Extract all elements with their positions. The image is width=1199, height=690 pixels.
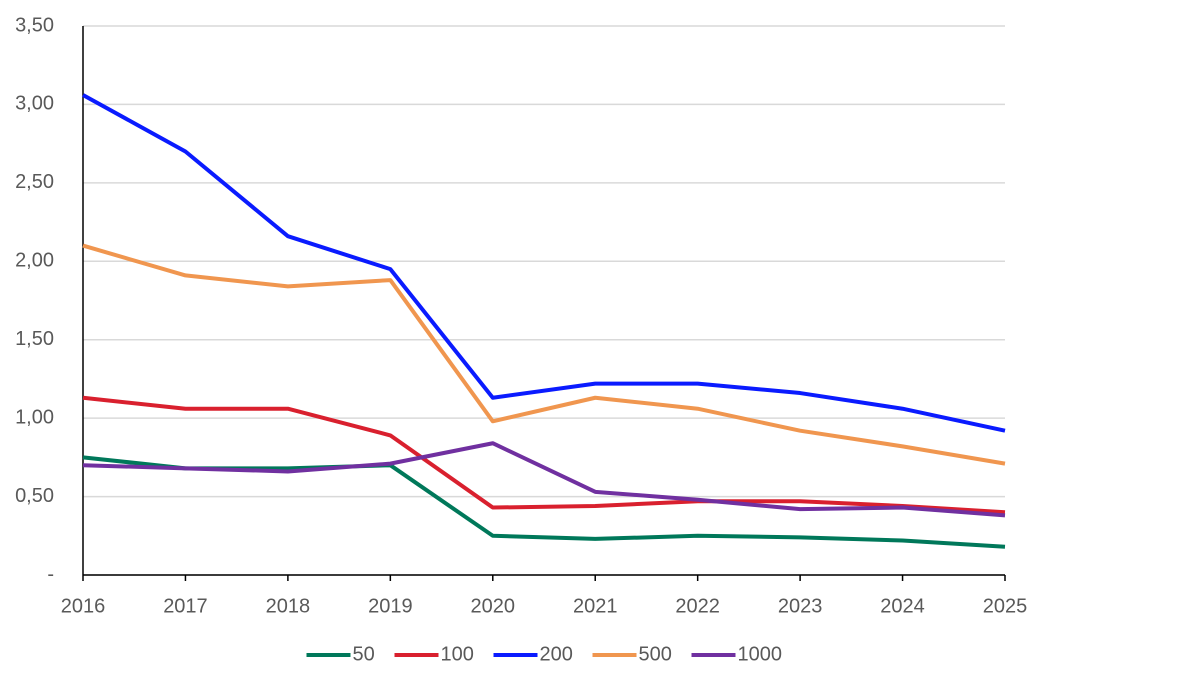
series-line: [82, 441, 1006, 518]
y-tick-label: 2,00: [15, 250, 54, 272]
x-tick-label: 2019: [368, 595, 413, 617]
y-tick-label: 0,50: [15, 485, 54, 507]
x-tick-label: 2017: [163, 595, 208, 617]
x-tick-label: 2020: [471, 595, 516, 617]
y-tick-label: 1,00: [15, 406, 54, 428]
x-tick-label: 2016: [61, 595, 106, 617]
x-tick-label: 2018: [266, 595, 311, 617]
legend-label: 200: [540, 643, 573, 665]
x-tick-label: 2025: [983, 595, 1028, 617]
y-tick-label: 3,00: [15, 93, 54, 115]
series-line: [82, 395, 1006, 515]
x-tick-label: 2021: [573, 595, 618, 617]
x-tick-label: 2024: [880, 595, 925, 617]
series-line: [82, 93, 1006, 433]
x-tick-label: 2022: [675, 595, 720, 617]
legend-label: 50: [353, 643, 375, 665]
x-tick-label: 2023: [778, 595, 823, 617]
y-tick-label: 3,50: [15, 14, 54, 36]
legend-label: 1000: [738, 643, 783, 665]
legend-label: 500: [639, 643, 672, 665]
legend-label: 100: [441, 643, 474, 665]
y-tick-label: 2,50: [15, 171, 54, 193]
series-line: [82, 243, 1006, 466]
y-tick-label: -: [47, 563, 54, 585]
y-tick-label: 1,50: [15, 328, 54, 350]
